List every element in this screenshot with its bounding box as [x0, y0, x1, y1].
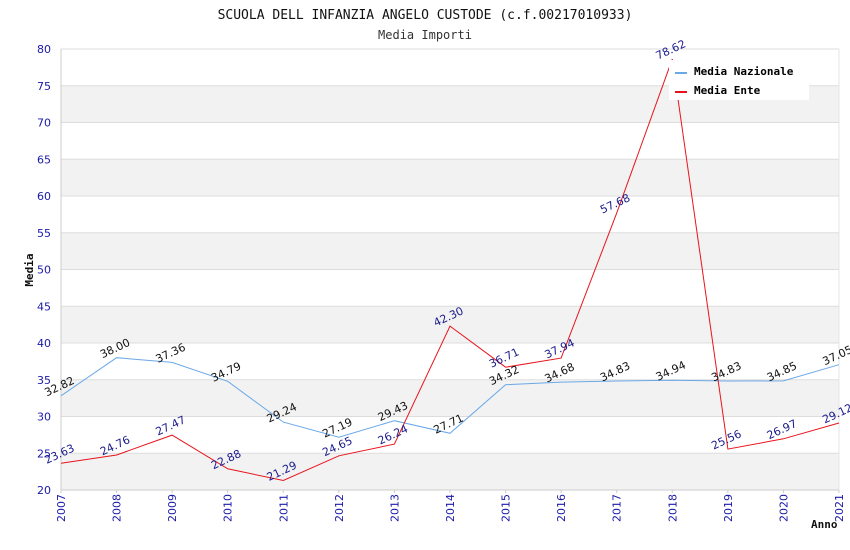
x-tick-label: 2019	[722, 494, 735, 522]
y-tick-label: 75	[37, 80, 51, 93]
grid-band	[61, 453, 839, 490]
y-tick-label: 80	[37, 43, 51, 56]
legend-label-media-nazionale: Media Nazionale	[694, 65, 794, 78]
data-label: 26.24	[376, 422, 410, 447]
x-tick-label: 2020	[777, 494, 790, 522]
legend-box	[669, 60, 809, 100]
legend: Media Nazionale Media Ente	[669, 60, 809, 100]
y-tick-label: 50	[37, 264, 51, 277]
y-axis-ticks: 20 25 30 35 40 45 50 55 60 65 70 75 80	[37, 43, 51, 497]
y-tick-label: 20	[37, 484, 51, 497]
x-tick-label: 2013	[388, 494, 401, 522]
y-axis-label: Media	[23, 253, 36, 286]
y-tick-label: 40	[37, 337, 51, 350]
y-tick-label: 35	[37, 374, 51, 387]
x-tick-label: 2011	[277, 494, 290, 522]
series-line-1	[60, 58, 840, 482]
grid-band	[61, 306, 839, 343]
y-tick-label: 30	[37, 411, 51, 424]
x-tick-label: 2008	[111, 494, 124, 522]
grid-band	[61, 159, 839, 196]
x-tick-label: 2007	[55, 494, 68, 522]
y-tick-label: 25	[37, 447, 51, 460]
grid-band	[61, 232, 839, 270]
legend-label-media-ente: Media Ente	[694, 84, 761, 97]
x-tick-label: 2016	[555, 494, 568, 522]
x-axis-ticks: 2007 2008 2009 2010 2011 2012 2013 2014 2015 2016…	[55, 490, 846, 522]
x-tick-label: 2018	[666, 494, 679, 522]
x-tick-label: 2015	[500, 494, 513, 522]
series-line-0	[60, 357, 840, 438]
data-label: 78.62	[654, 37, 688, 62]
y-tick-label: 70	[37, 117, 51, 130]
x-axis-label: Anno	[811, 518, 838, 531]
data-label: 25.56	[709, 427, 743, 452]
x-tick-label: 2009	[166, 494, 179, 522]
x-tick-label: 2010	[222, 494, 235, 522]
data-label: 26.97	[765, 417, 799, 442]
chart-subtitle: Media Importi	[378, 28, 472, 42]
x-tick-label: 2014	[444, 494, 457, 522]
y-tick-label: 45	[37, 300, 51, 313]
grid-bands	[61, 85, 839, 490]
y-tick-label: 65	[37, 153, 51, 166]
grid-band	[61, 379, 839, 417]
y-tick-label: 55	[37, 227, 51, 240]
y-tick-label: 60	[37, 190, 51, 203]
x-tick-label: 2012	[333, 494, 346, 522]
x-tick-label: 2021	[833, 494, 846, 522]
series-lines	[60, 58, 840, 482]
data-label: 37.05	[820, 343, 850, 368]
data-label: 27.47	[154, 413, 188, 438]
x-tick-label: 2017	[611, 494, 624, 522]
chart-title: SCUOLA DELL INFANZIA ANGELO CUSTODE (c.f…	[218, 8, 633, 23]
